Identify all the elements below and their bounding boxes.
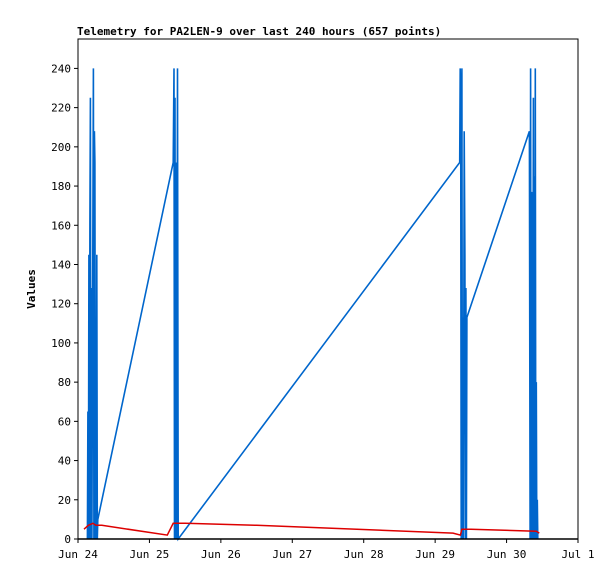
x-tick-label: Jul 1: [561, 548, 594, 561]
y-axis: 0 20 40 60 80 100 120 140 160 180 200 220 240: [51, 62, 78, 546]
y-tick-label: 240: [51, 62, 71, 75]
x-tick-label: Jun 26: [201, 548, 241, 561]
chart-title: Telemetry for PA2LEN-9 over last 240 hou…: [77, 25, 441, 38]
y-tick-label: 120: [51, 298, 71, 311]
y-tick-label: 40: [58, 455, 71, 468]
series-layer: [78, 68, 578, 542]
x-tick-label: Jun 29: [415, 548, 455, 561]
y-tick-label: 100: [51, 337, 71, 350]
x-axis: Jun 24 Jun 25 Jun 26 Jun 27 Jun 28 Jun 29 Jun …: [58, 539, 595, 561]
y-tick-label: 60: [58, 415, 71, 428]
series-line-1: [86, 68, 539, 542]
plot-area: [77, 38, 579, 540]
series-line-2: [83, 522, 540, 537]
y-tick-label: 140: [51, 258, 71, 271]
x-tick-label: Jun 24: [58, 548, 98, 561]
y-tick-label: 200: [51, 141, 71, 154]
y-tick-label: 0: [64, 533, 71, 546]
y-tick-label: 20: [58, 494, 71, 507]
y-tick-label: 180: [51, 180, 71, 193]
x-tick-label: Jun 30: [487, 548, 527, 561]
x-tick-label: Jun 25: [130, 548, 170, 561]
y-tick-label: 80: [58, 376, 71, 389]
x-tick-label: Jun 28: [344, 548, 384, 561]
x-tick-label: Jun 27: [272, 548, 312, 561]
y-tick-label: 160: [51, 219, 71, 232]
y-tick-label: 220: [51, 102, 71, 115]
y-axis-label: Values: [25, 269, 38, 309]
